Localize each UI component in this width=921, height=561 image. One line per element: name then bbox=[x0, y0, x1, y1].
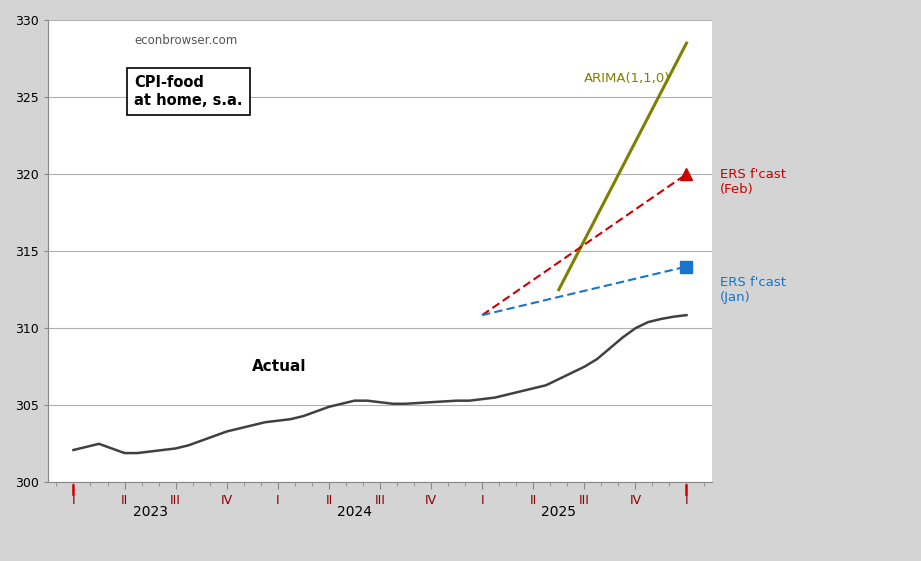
Text: ERS f'cast
(Jan): ERS f'cast (Jan) bbox=[719, 275, 786, 304]
Text: 2024: 2024 bbox=[337, 505, 372, 519]
Text: ERS f'cast
(Feb): ERS f'cast (Feb) bbox=[719, 168, 786, 196]
Text: 2025: 2025 bbox=[542, 505, 577, 519]
Text: Actual: Actual bbox=[252, 360, 307, 374]
Text: 2023: 2023 bbox=[133, 505, 168, 519]
Text: CPI-food
at home, s.a.: CPI-food at home, s.a. bbox=[134, 76, 243, 108]
Text: econbrowser.com: econbrowser.com bbox=[134, 34, 238, 47]
Text: ARIMA(1,1,0): ARIMA(1,1,0) bbox=[584, 72, 670, 85]
